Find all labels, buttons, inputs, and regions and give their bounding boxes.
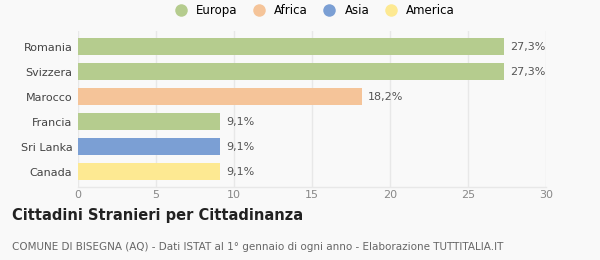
Text: 27,3%: 27,3%	[510, 67, 545, 77]
Text: 18,2%: 18,2%	[368, 92, 404, 102]
Bar	[78, 38, 504, 55]
Text: Cittadini Stranieri per Cittadinanza: Cittadini Stranieri per Cittadinanza	[12, 208, 303, 223]
Bar	[78, 63, 504, 80]
Bar	[78, 113, 220, 130]
Bar	[78, 138, 220, 155]
Text: 27,3%: 27,3%	[510, 42, 545, 52]
Text: 9,1%: 9,1%	[226, 142, 254, 152]
Text: 9,1%: 9,1%	[226, 167, 254, 177]
Text: 9,1%: 9,1%	[226, 117, 254, 127]
Bar	[78, 88, 362, 105]
Bar	[78, 163, 220, 180]
Text: COMUNE DI BISEGNA (AQ) - Dati ISTAT al 1° gennaio di ogni anno - Elaborazione TU: COMUNE DI BISEGNA (AQ) - Dati ISTAT al 1…	[12, 242, 503, 252]
Legend: Europa, Africa, Asia, America: Europa, Africa, Asia, America	[167, 1, 457, 19]
